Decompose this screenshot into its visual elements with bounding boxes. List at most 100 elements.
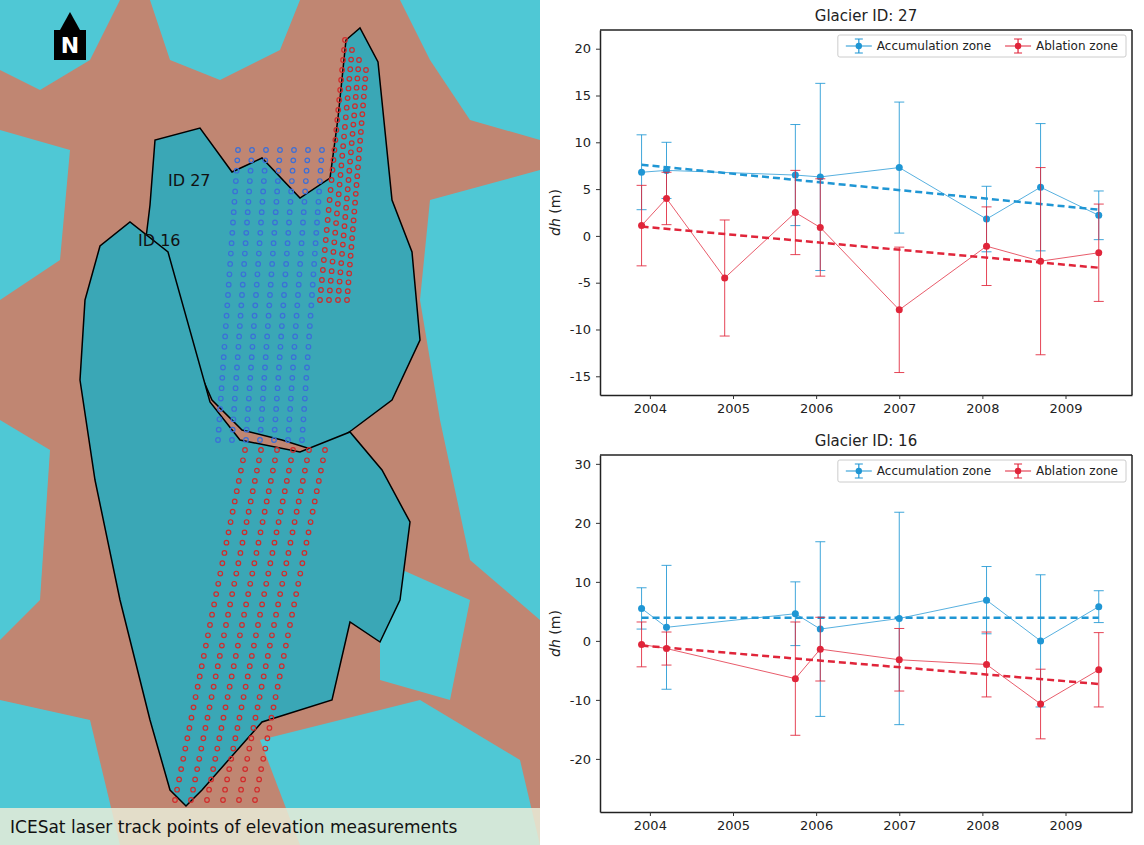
track-point (357, 58, 362, 63)
track-point (230, 592, 235, 597)
track-point (348, 67, 353, 72)
track-point (332, 148, 337, 153)
track-point (248, 499, 253, 504)
legend-item: Ablation zone (1005, 39, 1118, 53)
track-point (229, 757, 234, 762)
track-point (237, 479, 242, 484)
track-point (341, 144, 346, 149)
track-point (310, 293, 315, 298)
series-line (642, 644, 1099, 704)
plot-frame (600, 29, 1132, 31)
track-point (266, 489, 271, 494)
x-tick-mark (982, 812, 983, 816)
track-point (239, 705, 244, 710)
error-bar (637, 622, 647, 667)
track-point (258, 438, 263, 443)
track-point (327, 198, 332, 203)
track-point (264, 344, 269, 349)
track-point (273, 458, 278, 463)
track-point (358, 138, 363, 143)
track-point (227, 684, 232, 689)
track-point (250, 148, 255, 153)
track-point (243, 251, 248, 256)
track-point (222, 551, 227, 556)
track-point (233, 736, 238, 741)
track-point (312, 499, 317, 504)
track-point (276, 168, 281, 173)
track-point (205, 715, 210, 720)
track-point (233, 189, 238, 194)
glacier-label: ID 27 (168, 171, 210, 190)
track-point (255, 787, 260, 792)
track-point (284, 262, 289, 267)
x-tick-label: 2005 (717, 401, 750, 416)
track-point (252, 313, 257, 318)
track-point (234, 179, 239, 184)
y-tick-mark (596, 582, 600, 583)
track-point (247, 396, 252, 401)
track-point (197, 674, 202, 679)
data-point (1095, 249, 1102, 256)
track-point (239, 787, 244, 792)
marks (637, 83, 1104, 372)
track-point (202, 654, 207, 659)
track-point (254, 551, 259, 556)
track-point (216, 427, 221, 432)
track-point (229, 241, 234, 246)
data-point (638, 605, 645, 612)
track-point (226, 282, 231, 287)
track-point (346, 86, 351, 91)
track-point (237, 715, 242, 720)
track-point (258, 231, 263, 236)
track-point (337, 182, 342, 187)
track-point (350, 48, 355, 53)
track-point (215, 664, 220, 669)
data-point (1037, 258, 1044, 265)
track-point (318, 179, 323, 184)
track-point (240, 282, 245, 287)
track-point (288, 199, 293, 204)
plot-frame (600, 454, 1132, 456)
legend-label: Ablation zone (1036, 464, 1118, 478)
track-point (288, 623, 293, 628)
track-point (301, 479, 306, 484)
track-point (347, 168, 352, 173)
track-point (235, 158, 240, 163)
track-point (234, 168, 239, 173)
y-tick: -20 (570, 752, 600, 767)
track-point (258, 530, 263, 535)
track-point (257, 777, 262, 782)
track-point (248, 179, 253, 184)
track-point (340, 252, 345, 257)
track-point (362, 85, 367, 90)
track-point (175, 787, 180, 792)
track-point (337, 98, 342, 103)
track-point (352, 209, 357, 214)
legend-label: Accumulation zone (877, 39, 991, 53)
track-point (342, 134, 347, 139)
track-point (282, 654, 287, 659)
legend-item: Accumulation zone (846, 39, 991, 53)
track-point (266, 654, 271, 659)
track-point (249, 365, 254, 370)
track-point (274, 199, 279, 204)
x-tick-mark (733, 812, 734, 816)
track-point (331, 158, 336, 163)
track-point (323, 448, 328, 453)
track-point (310, 509, 315, 514)
track-point (232, 499, 237, 504)
x-tick-mark (650, 395, 651, 399)
snow-field (400, 0, 540, 140)
y-tick-label: -20 (570, 752, 591, 767)
y-tick-label: 20 (574, 516, 591, 531)
data-point (792, 610, 799, 617)
x-tick-label: 2007 (883, 818, 916, 833)
track-point (343, 38, 348, 43)
track-point (300, 438, 305, 443)
track-point (223, 705, 228, 710)
track-point (321, 268, 326, 273)
track-point (345, 187, 350, 192)
track-point (223, 334, 228, 339)
track-point (303, 396, 308, 401)
track-point (179, 767, 184, 772)
